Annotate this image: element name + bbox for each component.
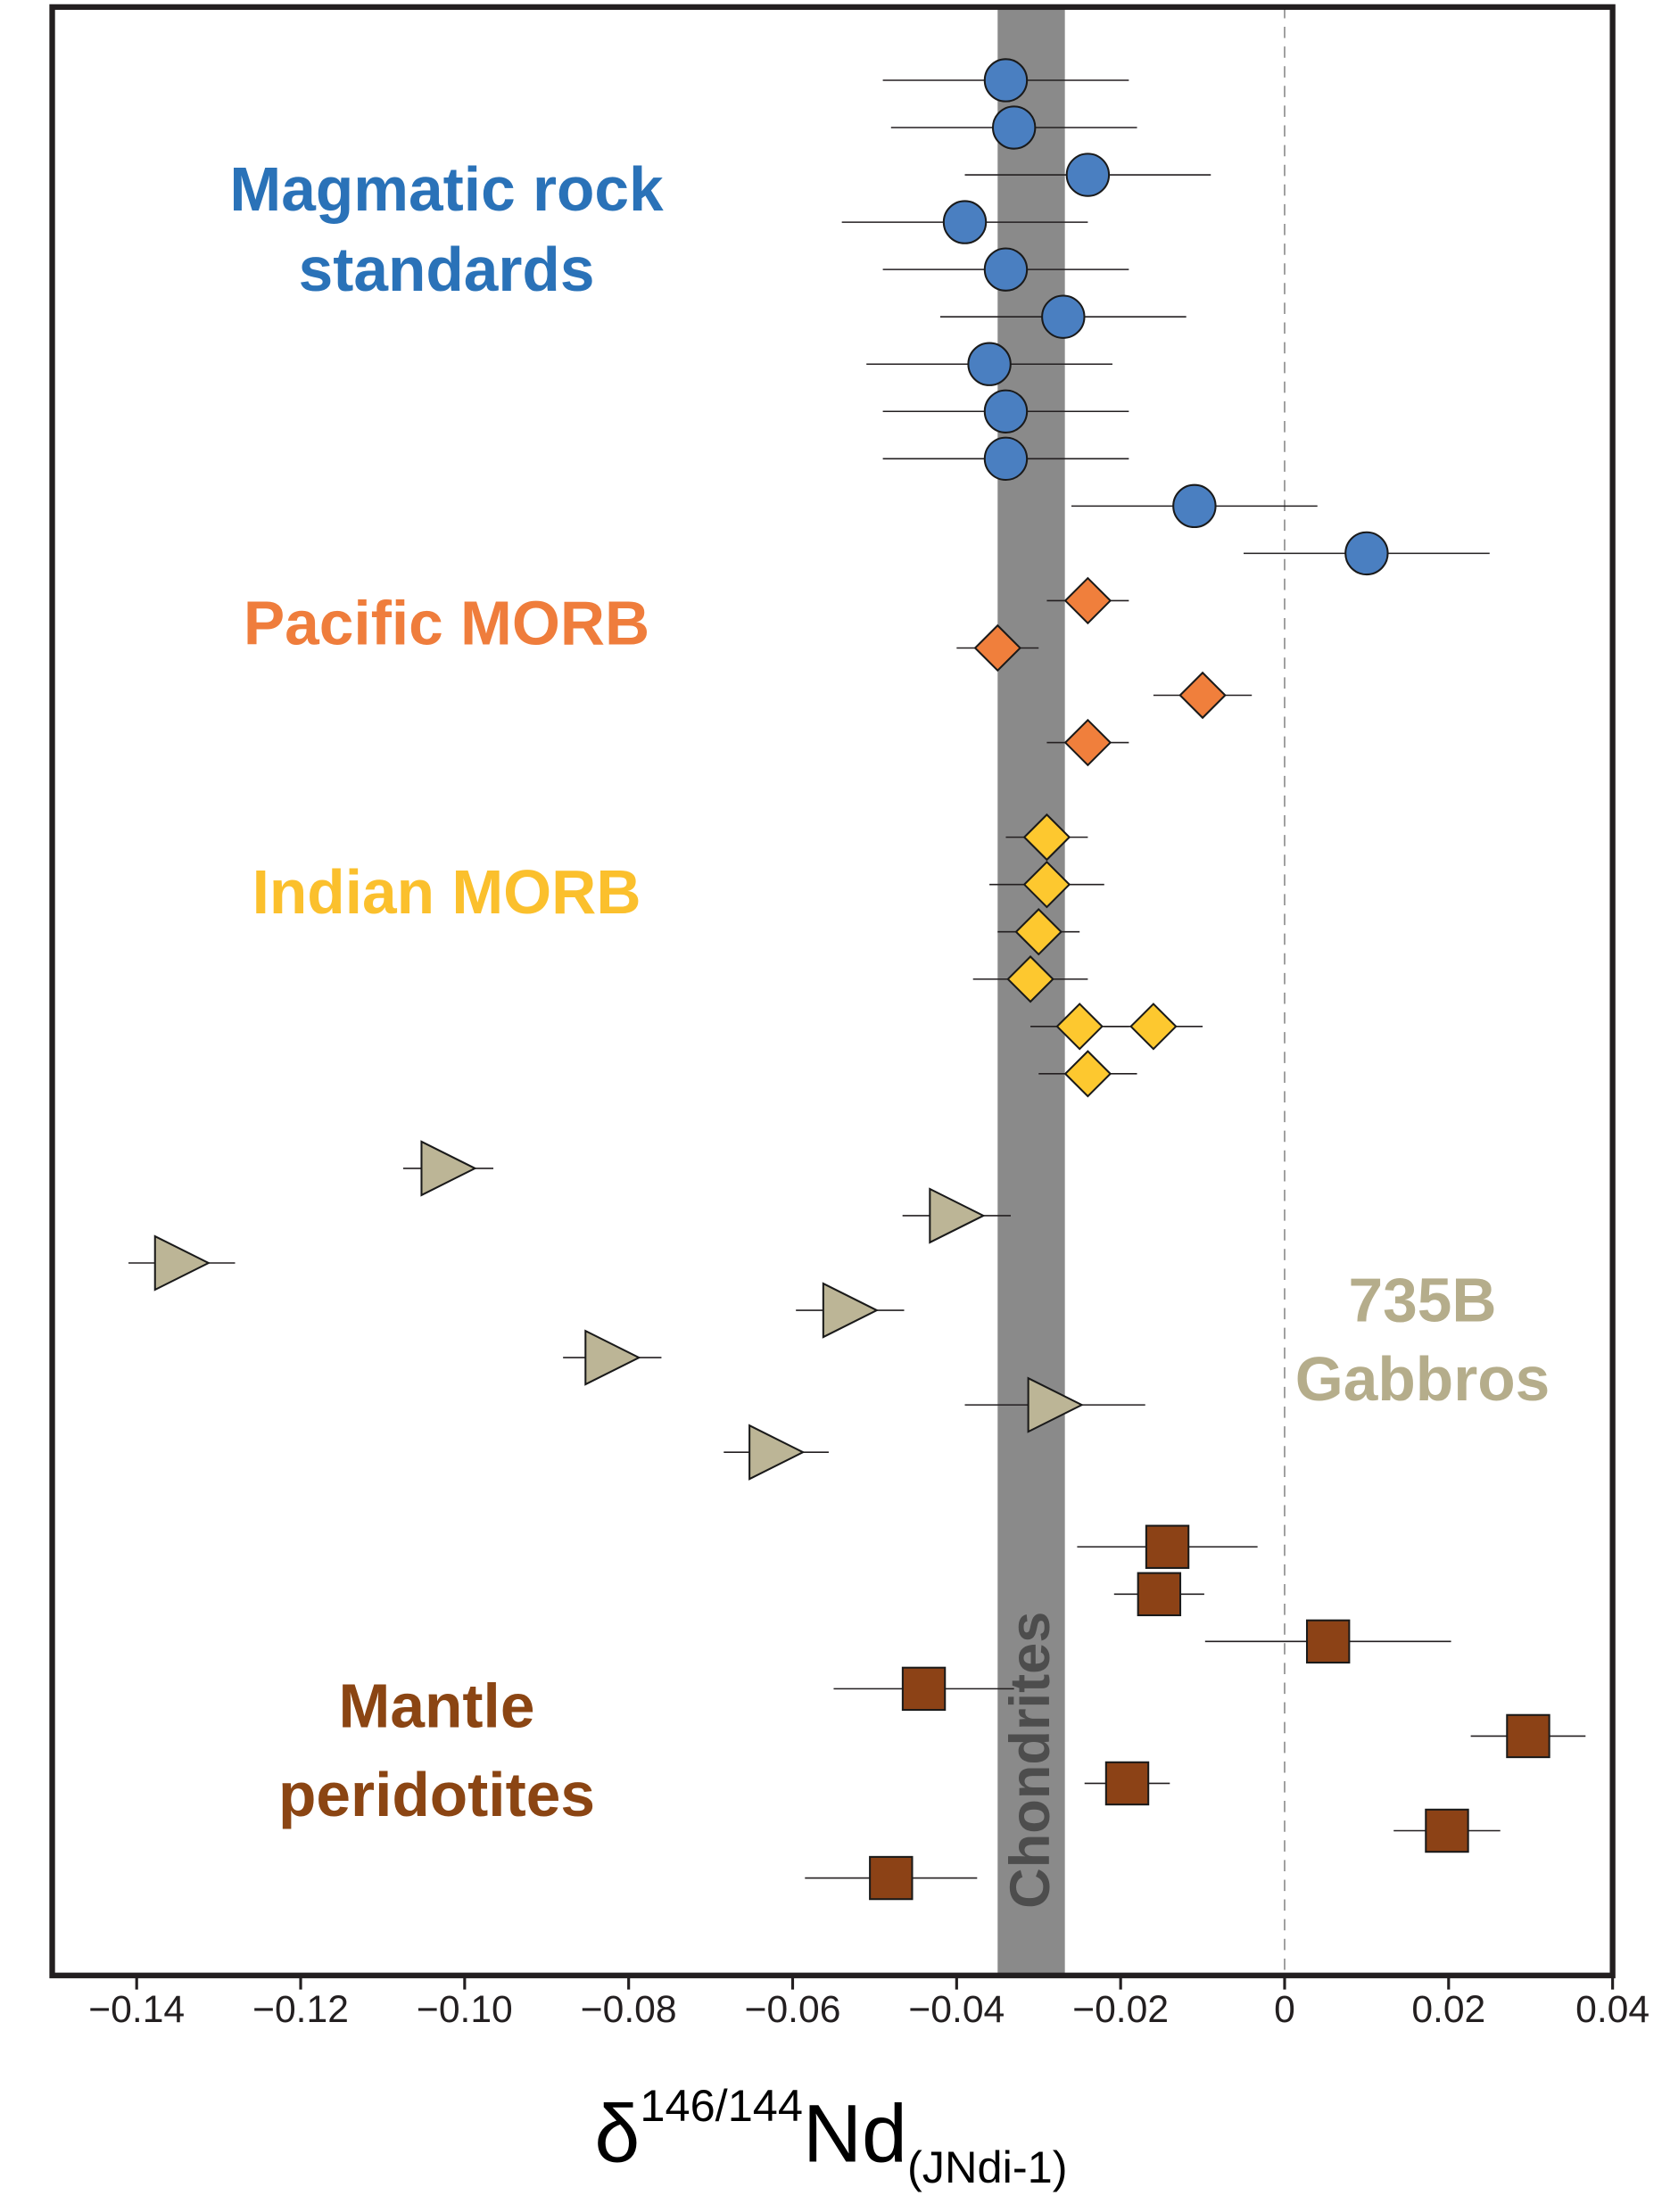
triangle-marker	[1027, 1376, 1084, 1433]
circle-marker	[1172, 483, 1217, 529]
diamond-marker	[1055, 1003, 1104, 1051]
group-label: Magmatic rock	[229, 154, 664, 224]
group-label: Mantle	[339, 1671, 535, 1740]
x-tick-label: −0.10	[417, 1988, 513, 2031]
x-label-symbol: δ	[594, 2089, 640, 2180]
circle-marker	[1344, 531, 1389, 576]
diamond-marker	[1006, 955, 1054, 1003]
diamond-marker	[1129, 1003, 1178, 1051]
x-axis-label: δ146/144Nd(JNdi-1)	[594, 2080, 1067, 2192]
x-tick-label: −0.08	[581, 1988, 677, 2031]
triangle-marker	[420, 1140, 477, 1197]
x-label-sub: (JNdi-1)	[907, 2142, 1068, 2193]
square-marker	[1425, 1808, 1469, 1853]
x-tick-label: −0.02	[1072, 1988, 1169, 2031]
band-label: Chondrites	[999, 1612, 1062, 1909]
square-marker	[869, 1855, 914, 1901]
x-tick-label: −0.06	[745, 1988, 841, 2031]
group-label: standards	[299, 235, 595, 304]
square-marker	[1305, 1619, 1351, 1664]
circle-marker	[991, 105, 1037, 150]
circle-marker	[1041, 294, 1086, 339]
x-label-main: Nd	[803, 2089, 907, 2180]
circle-marker	[983, 58, 1029, 103]
circle-marker	[983, 389, 1029, 433]
triangle-marker	[822, 1282, 880, 1339]
group-label: 735B	[1349, 1266, 1497, 1335]
diamond-marker	[973, 623, 1021, 673]
diamond-marker	[1022, 860, 1071, 909]
square-marker	[901, 1666, 947, 1712]
triangle-marker	[929, 1187, 986, 1244]
group-label: Indian MORB	[252, 857, 641, 927]
group-label: Gabbros	[1295, 1344, 1550, 1414]
group-label: Pacific MORB	[244, 588, 649, 657]
circle-marker	[983, 247, 1029, 292]
x-tick-label: −0.04	[908, 1988, 1005, 2031]
diamond-marker	[1022, 813, 1071, 862]
x-tick-label: −0.14	[88, 1988, 185, 2031]
group-label: peridotites	[278, 1760, 595, 1829]
square-marker	[1137, 1572, 1182, 1617]
circle-marker	[967, 342, 1012, 386]
diamond-marker	[1063, 576, 1112, 625]
square-marker	[1506, 1713, 1550, 1759]
circle-marker	[1065, 153, 1111, 197]
triangle-marker	[748, 1424, 806, 1481]
triangle-marker	[153, 1234, 211, 1292]
diamond-marker	[1014, 908, 1063, 956]
x-tick-label: 0	[1274, 1988, 1295, 2031]
diamond-marker	[1063, 718, 1112, 767]
circle-marker	[983, 436, 1029, 482]
square-marker	[1104, 1761, 1150, 1806]
x-label-sup: 146/144	[640, 2080, 803, 2131]
x-tick-label: 0.02	[1411, 1988, 1485, 2031]
x-tick-label: 0.04	[1575, 1988, 1650, 2031]
square-marker	[1145, 1524, 1190, 1569]
plot-frame	[49, 4, 1616, 1978]
diamond-marker	[1178, 671, 1227, 720]
x-tick-label: −0.12	[252, 1988, 349, 2031]
circle-marker	[942, 200, 988, 244]
diamond-marker	[1063, 1050, 1112, 1098]
triangle-marker	[584, 1329, 641, 1386]
